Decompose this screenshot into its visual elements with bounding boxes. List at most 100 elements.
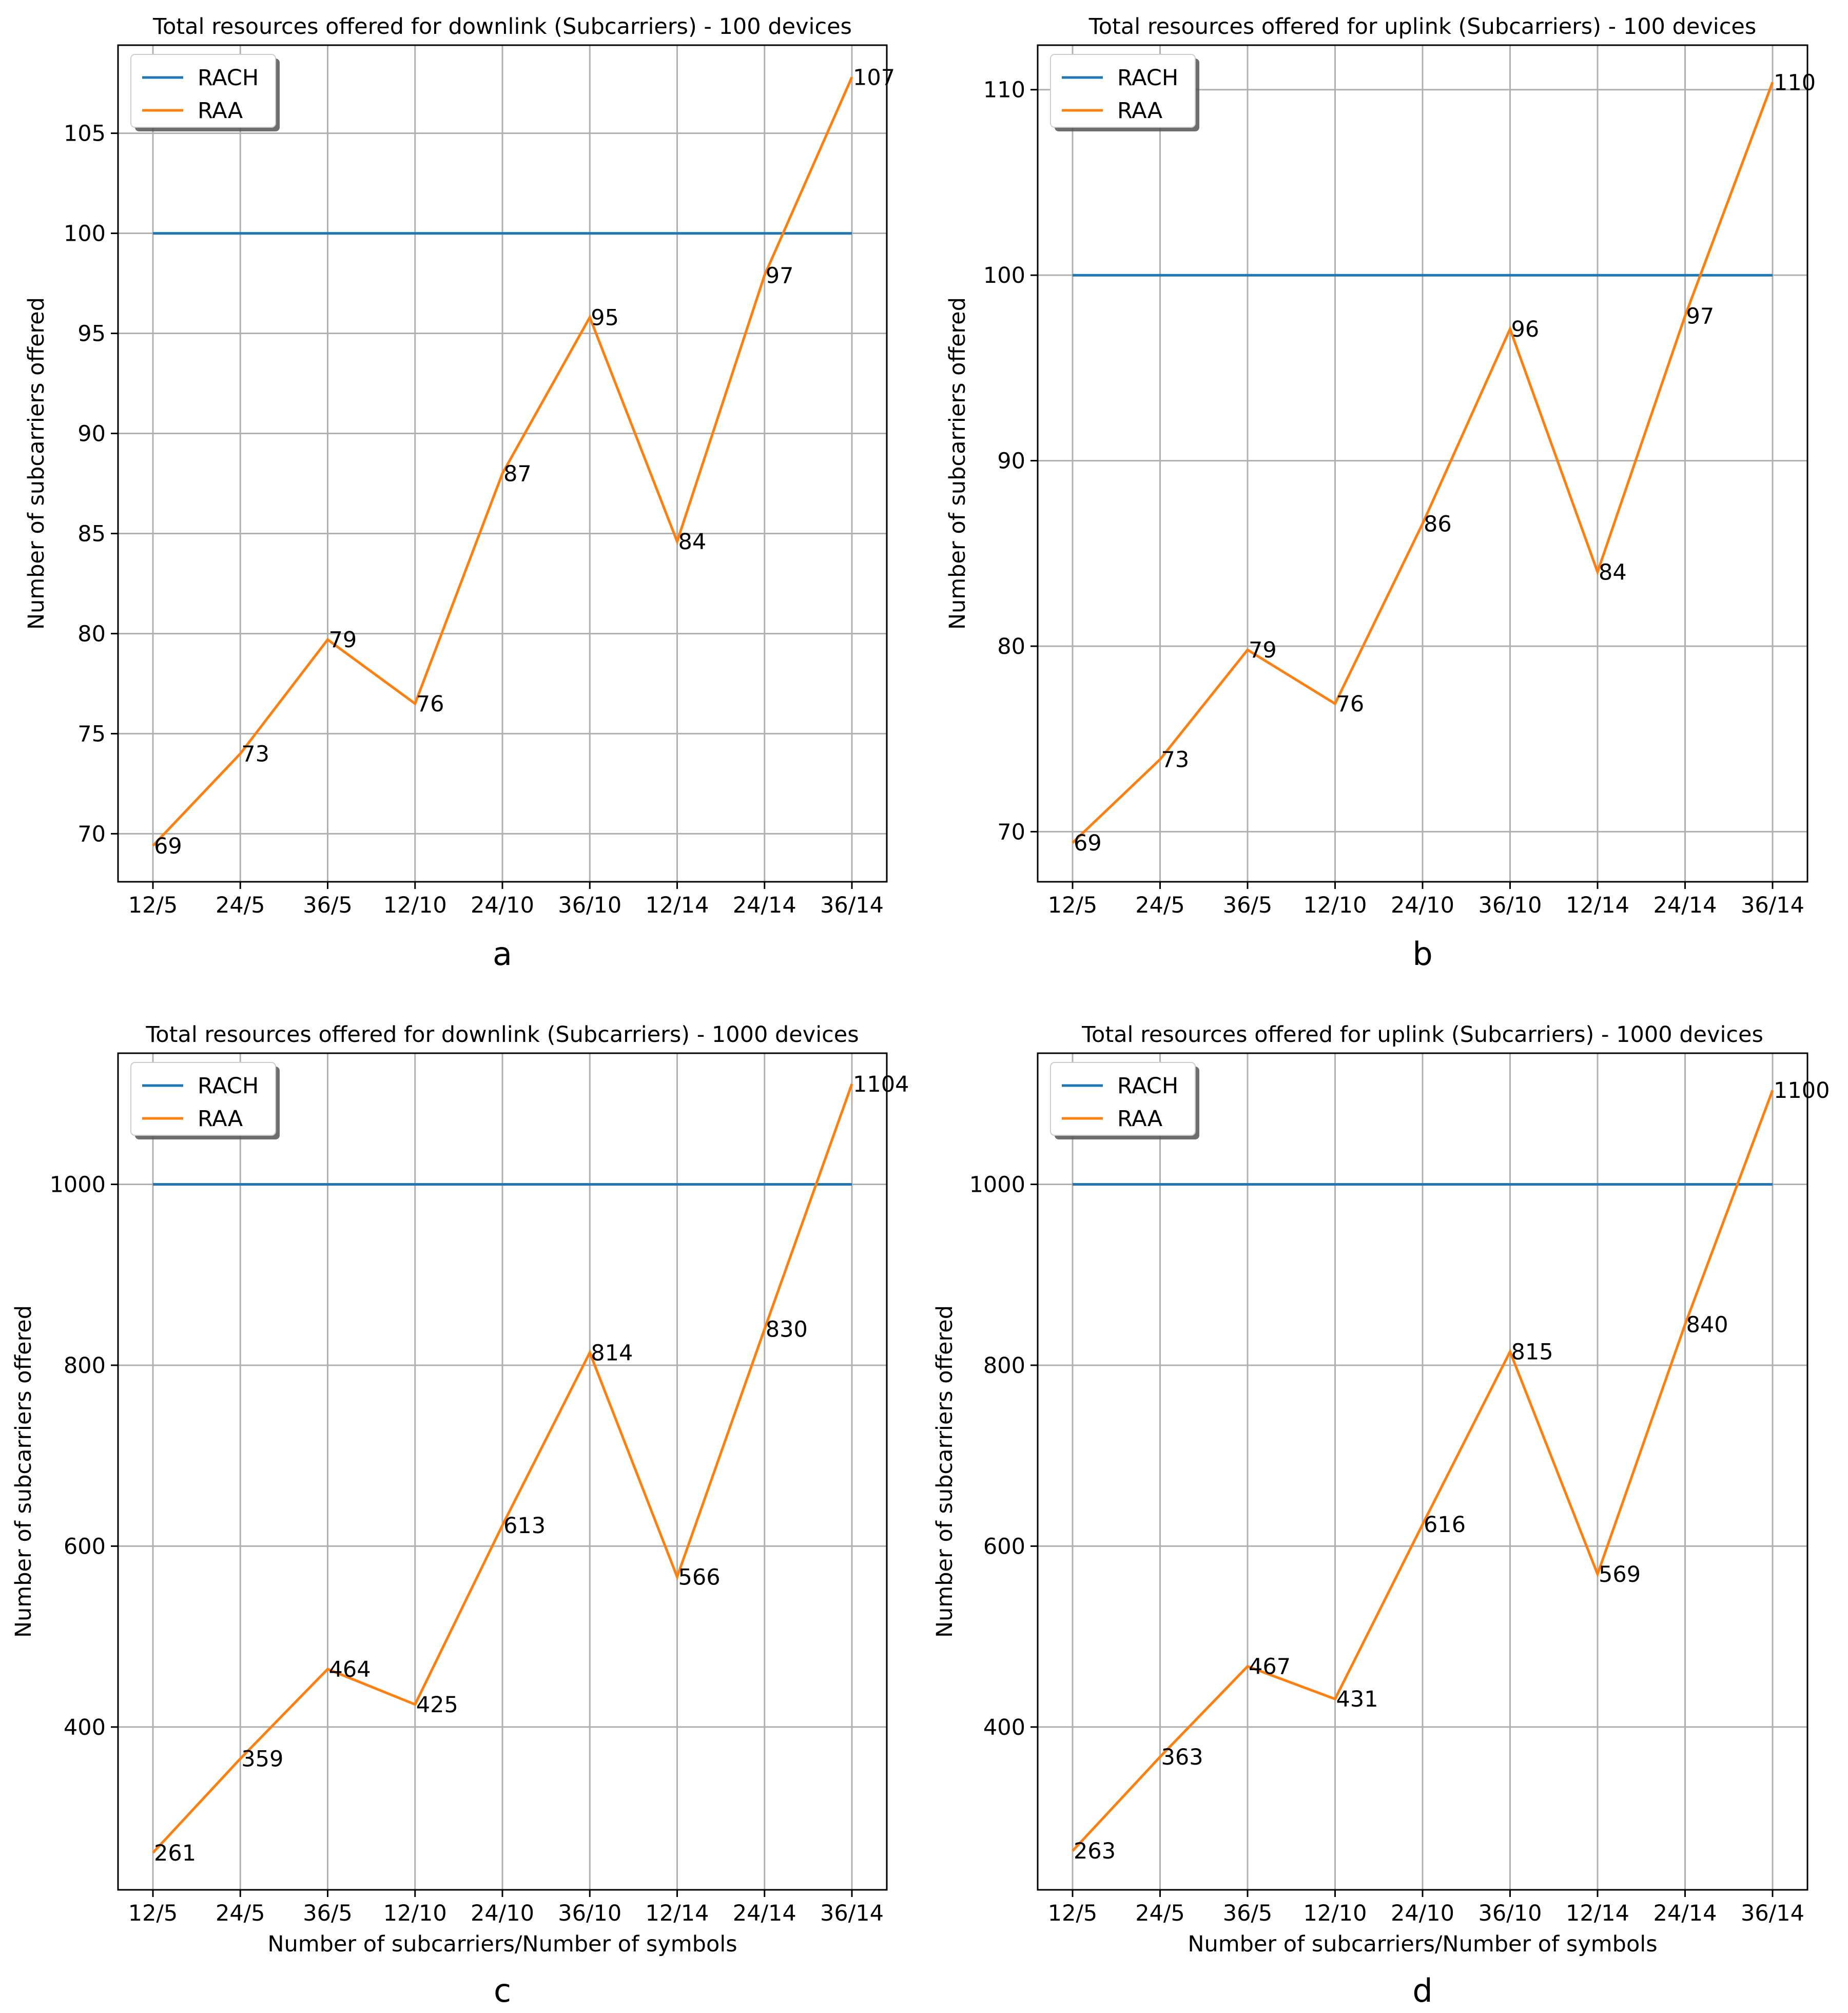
x-tick-label: 24/10 <box>1391 1901 1454 1926</box>
x-tick-label: 24/5 <box>1135 893 1185 918</box>
y-tick-label: 600 <box>64 1534 106 1559</box>
legend-label: RACH <box>1117 65 1178 91</box>
legend: RACH RAA <box>1050 54 1199 131</box>
data-label: 86 <box>1424 511 1452 537</box>
y-tick-label: 600 <box>983 1534 1025 1559</box>
x-tick-label: 36/5 <box>1223 1901 1273 1926</box>
x-tick-label: 36/5 <box>303 893 353 918</box>
x-tick-label: 36/5 <box>1223 893 1273 918</box>
legend-label: RAA <box>1117 98 1163 124</box>
y-tick-label: 85 <box>77 521 106 547</box>
y-tick-label: 90 <box>997 449 1025 474</box>
panel-letter: c <box>494 1972 511 2009</box>
y-axis-label: Number of subcarriers offered <box>24 297 49 630</box>
x-tick-label: 12/14 <box>646 893 709 918</box>
y-tick-label: 95 <box>77 321 106 347</box>
chart-title: Total resources offered for uplink (Subc… <box>1081 1022 1763 1048</box>
panel-letter: a <box>493 935 512 973</box>
chart-panel-a: Total resources offered for downlink (Su… <box>24 14 895 973</box>
data-label: 1104 <box>853 1072 909 1097</box>
y-tick-label: 100 <box>64 221 106 247</box>
plot-frame <box>117 1052 888 1891</box>
y-tick-label: 80 <box>997 634 1025 660</box>
x-tick-label: 24/14 <box>1654 893 1717 918</box>
legend: RACH RAA <box>1050 1062 1199 1139</box>
y-tick-label: 110 <box>983 78 1025 103</box>
x-tick-label: 12/10 <box>1304 893 1367 918</box>
data-label: 69 <box>1074 830 1102 856</box>
y-tick-label: 400 <box>64 1715 106 1740</box>
x-tick-label: 12/10 <box>383 1901 447 1926</box>
x-tick-label: 36/10 <box>1479 1901 1542 1926</box>
data-label: 425 <box>416 1692 458 1718</box>
legend-label: RACH <box>198 65 259 91</box>
data-label: 613 <box>503 1513 546 1539</box>
x-tick-label: 12/14 <box>1566 1901 1629 1926</box>
data-label: 261 <box>154 1841 196 1866</box>
series-line-raa <box>1072 1090 1774 1852</box>
x-tick-label: 24/5 <box>216 893 265 918</box>
data-label: 467 <box>1249 1654 1291 1680</box>
legend: RACH RAA <box>130 54 280 131</box>
data-label: 1100 <box>1774 1078 1830 1104</box>
data-label: 84 <box>1599 559 1627 585</box>
data-label: 69 <box>154 834 182 859</box>
y-tick-label: 100 <box>983 263 1025 288</box>
x-tick-label: 24/14 <box>733 1901 796 1926</box>
y-tick-label: 90 <box>77 421 106 447</box>
chart-panel-c: Total resources offered for downlink (Su… <box>11 1022 909 2009</box>
legend-label: RAA <box>198 1106 243 1132</box>
legend: RACH RAA <box>130 1062 280 1139</box>
data-label: 79 <box>329 627 357 653</box>
x-tick-label: 24/5 <box>216 1901 265 1926</box>
chart-panel-d: Total resources offered for uplink (Subc… <box>932 1022 1830 2009</box>
x-tick-label: 36/10 <box>558 1901 621 1926</box>
y-tick-label: 70 <box>997 819 1025 845</box>
chart-title: Total resources offered for uplink (Subc… <box>1088 14 1756 40</box>
x-tick-label: 12/5 <box>128 893 178 918</box>
data-label: 73 <box>1161 747 1190 772</box>
x-axis-label: Number of subcarriers/Number of symbols <box>267 1931 737 1957</box>
legend-label: RACH <box>198 1073 259 1099</box>
data-label: 359 <box>241 1746 283 1772</box>
data-label: 97 <box>766 263 794 288</box>
x-tick-label: 24/10 <box>471 893 534 918</box>
data-label: 76 <box>416 691 444 717</box>
series-line-raa <box>152 1083 853 1854</box>
x-tick-label: 12/5 <box>1048 893 1098 918</box>
legend-label: RAA <box>198 98 243 124</box>
data-label: 76 <box>1336 691 1365 717</box>
chart-title: Total resources offered for downlink (Su… <box>152 14 852 40</box>
x-tick-label: 36/14 <box>820 893 884 918</box>
data-label: 840 <box>1686 1312 1728 1338</box>
y-tick-label: 70 <box>77 821 106 847</box>
data-label: 97 <box>1686 304 1715 330</box>
x-tick-label: 36/14 <box>820 1901 884 1926</box>
legend-label: RACH <box>1117 1073 1178 1099</box>
y-tick-label: 80 <box>77 621 106 647</box>
x-tick-label: 36/10 <box>558 893 621 918</box>
y-tick-label: 800 <box>983 1353 1025 1379</box>
data-label: 107 <box>853 65 895 90</box>
y-tick-label: 1000 <box>969 1172 1025 1198</box>
y-tick-label: 800 <box>64 1353 106 1379</box>
x-axis-label: Number of subcarriers/Number of symbols <box>1188 1931 1657 1957</box>
x-tick-label: 36/10 <box>1479 893 1542 918</box>
data-label: 73 <box>241 741 269 767</box>
plot-frame <box>117 44 888 883</box>
x-tick-label: 12/5 <box>1048 1901 1098 1926</box>
data-label: 110 <box>1774 70 1816 95</box>
x-tick-label: 36/14 <box>1741 893 1804 918</box>
data-label: 566 <box>678 1564 721 1590</box>
x-tick-label: 12/10 <box>383 893 447 918</box>
x-tick-label: 36/5 <box>303 1901 353 1926</box>
data-label: 84 <box>678 529 707 555</box>
data-label: 431 <box>1336 1687 1378 1712</box>
data-label: 96 <box>1511 317 1540 342</box>
x-tick-label: 12/14 <box>646 1901 709 1926</box>
data-label: 263 <box>1074 1838 1116 1864</box>
data-label: 95 <box>591 305 619 331</box>
chart-panel-b: Total resources offered for uplink (Subc… <box>945 14 1816 973</box>
x-tick-label: 12/14 <box>1566 893 1629 918</box>
